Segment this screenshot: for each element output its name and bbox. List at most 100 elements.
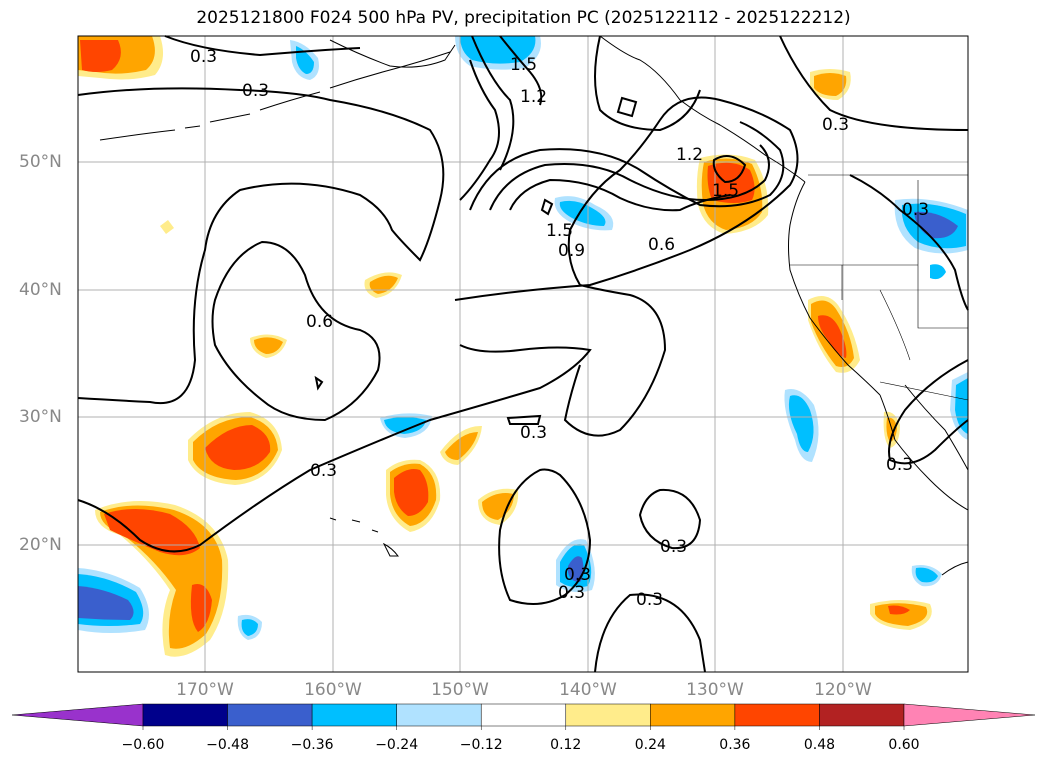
contour-label: 1.5 — [546, 221, 573, 241]
precip-blob — [160, 220, 174, 234]
colorbar-extend-min — [11, 703, 144, 727]
precip-blob — [568, 556, 584, 582]
precip-blob — [241, 619, 258, 636]
contour-labels: 0.3 0.3 0.3 1.5 1.2 1.2 1.5 1.5 0.9 0.6 … — [190, 47, 929, 610]
aleutian-islands — [99, 51, 451, 141]
colorbar-tick-label: −0.36 — [290, 737, 334, 753]
colorbar-swatch — [311, 703, 397, 727]
plot-frame — [77, 35, 969, 673]
colorbar-tick-label: 0.12 — [550, 737, 582, 753]
contour-label: 0.3 — [242, 81, 269, 101]
contour-label: 0.9 — [558, 241, 585, 261]
precip-blob — [482, 493, 514, 520]
contour-label: 0.6 — [306, 312, 333, 332]
precip-blob — [369, 275, 398, 294]
contour-label: 0.3 — [564, 565, 591, 585]
bc-coast — [599, 35, 806, 183]
pv-contour-small — [314, 375, 324, 391]
contour-label: 0.3 — [558, 583, 585, 603]
colorbar-tick-label: −0.24 — [375, 737, 419, 753]
contour-label: 1.2 — [676, 145, 703, 165]
pv-contour-0.3 — [594, 593, 706, 673]
precip-blob — [875, 603, 928, 626]
precip-blob — [80, 40, 121, 72]
baja-coast — [879, 394, 969, 511]
colorbar-swatch — [565, 703, 651, 727]
contour-label: 1.2 — [520, 87, 547, 107]
precip-blob — [254, 337, 283, 354]
pv-contour-small — [616, 96, 638, 118]
map-title: 2025121800 F024 500 hPa PV, precipitatio… — [196, 8, 851, 28]
contour-label: 0.3 — [636, 590, 663, 610]
precip-blob — [788, 395, 814, 452]
gulf-california — [904, 384, 969, 471]
pv-contour-0.3 — [77, 344, 592, 553]
contour-label: 0.3 — [660, 537, 687, 557]
precip-blob — [818, 315, 847, 358]
mexico-coast — [941, 561, 969, 576]
state-borders — [790, 174, 969, 401]
pv-contour-1.2 — [471, 35, 515, 171]
lon-label: 160°W — [304, 680, 362, 700]
lat-label: 50°N — [19, 152, 62, 172]
colorbar-swatch — [650, 703, 736, 727]
pv-contour-0.3 — [77, 87, 445, 405]
colorbar-tick-label: 0.24 — [634, 737, 666, 753]
colorbar-tick-label: −0.60 — [121, 737, 165, 753]
precip-blob — [445, 432, 478, 460]
contour-label: 0.3 — [902, 200, 929, 220]
precip-blob — [104, 509, 200, 556]
pv-contour-0.3 — [498, 468, 592, 605]
lat-label: 20°N — [19, 535, 62, 555]
pv-contour-0.3 — [779, 35, 969, 311]
contour-label: 0.3 — [520, 423, 547, 443]
precip-blob — [394, 469, 429, 516]
pv-contour-small — [540, 198, 554, 216]
contour-label: 0.3 — [822, 115, 849, 135]
colorbar-tick-label: 0.60 — [888, 737, 920, 753]
colorbar-tick-label: −0.12 — [459, 737, 503, 753]
precip-blob — [955, 378, 968, 434]
pv-contours — [77, 35, 969, 673]
colorbar-swatch — [227, 703, 313, 727]
precip-blob — [559, 200, 606, 226]
pv-contour-1.5 — [459, 35, 543, 201]
precip-blob — [205, 425, 271, 470]
precip-blob — [190, 584, 212, 632]
pv-contour-small — [712, 155, 747, 184]
lon-label: 170°W — [176, 680, 234, 700]
precip-blob — [814, 73, 847, 96]
contour-label: 1.5 — [712, 181, 739, 201]
pv-contour-1.2 — [489, 144, 770, 211]
precip-blob — [78, 586, 134, 620]
colorbar-swatch — [480, 703, 567, 727]
precip-blob — [384, 417, 426, 434]
precip-blob — [888, 605, 910, 615]
pv-contour-1.5 — [509, 178, 731, 212]
pv-contour-0.6 — [454, 96, 799, 437]
lon-label: 150°W — [431, 680, 489, 700]
pv-contour-0.6 — [211, 240, 381, 422]
colorbar-swatch — [142, 703, 228, 727]
pv-contour-0.3 — [888, 359, 969, 465]
colorbar-extend-max — [903, 703, 1036, 727]
lat-label: 40°N — [19, 280, 62, 300]
colorbar-tick-label: 0.36 — [719, 737, 751, 753]
pv-contour-0.9 — [594, 35, 701, 132]
pv-contour-0.3 — [638, 488, 702, 550]
colorbar-swatch — [819, 703, 905, 727]
contour-label: 0.3 — [190, 47, 217, 67]
precip-blob — [930, 264, 946, 280]
pv-contour-small — [506, 414, 542, 425]
precip-blob — [296, 46, 314, 74]
contour-label: 0.3 — [310, 461, 337, 481]
precip-blob — [915, 567, 938, 583]
colorbar — [11, 703, 1036, 730]
contour-label: 1.5 — [510, 55, 537, 75]
colorbar-swatch — [396, 703, 482, 727]
pv-contour-0.3 — [164, 35, 361, 57]
contour-label: 0.3 — [886, 455, 913, 475]
lat-label: 30°N — [19, 407, 62, 427]
lon-label: 140°W — [559, 680, 617, 700]
